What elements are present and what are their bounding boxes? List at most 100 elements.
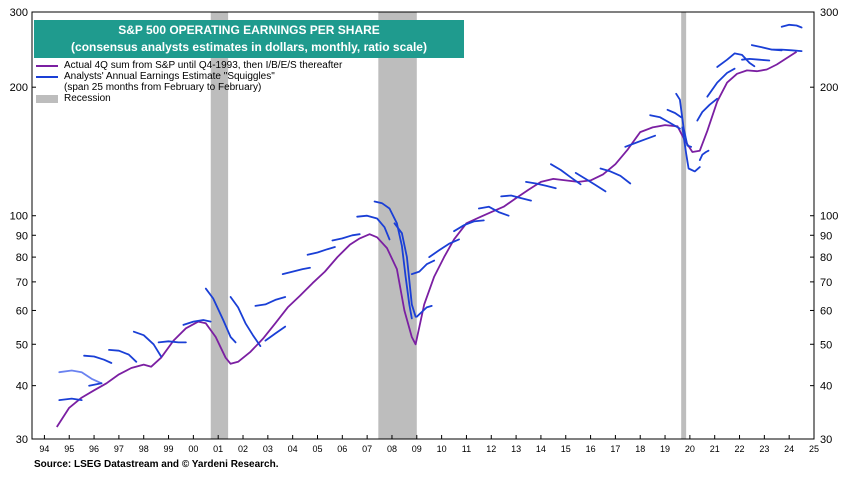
y-tick-label-right: 50 bbox=[820, 339, 832, 351]
x-tick-label: 19 bbox=[660, 444, 670, 454]
estimate-squiggle bbox=[393, 222, 417, 318]
legend-label: (span 25 months from February to Februar… bbox=[64, 82, 262, 93]
x-tick-label: 25 bbox=[809, 444, 819, 454]
y-tick-label-left: 60 bbox=[16, 305, 28, 317]
y-tick-label-left: 80 bbox=[16, 252, 28, 264]
estimate-squiggle bbox=[306, 246, 336, 256]
estimate-squiggle bbox=[264, 325, 287, 342]
y-tick-label-left: 300 bbox=[10, 7, 28, 19]
x-tick-label: 13 bbox=[511, 444, 521, 454]
y-tick-label-left: 70 bbox=[16, 277, 28, 289]
x-tick-label: 97 bbox=[114, 444, 124, 454]
y-tick-label-right: 200 bbox=[820, 82, 838, 94]
x-tick-label: 24 bbox=[784, 444, 794, 454]
x-tick-label: 08 bbox=[387, 444, 397, 454]
estimate-squiggle bbox=[281, 266, 311, 276]
x-tick-label: 12 bbox=[486, 444, 496, 454]
y-tick-label-right: 60 bbox=[820, 305, 832, 317]
legend-item: Recession bbox=[34, 93, 404, 104]
estimate-squiggle bbox=[58, 397, 83, 402]
legend-label: Actual 4Q sum from S&P until Q4-1993, th… bbox=[64, 60, 343, 71]
legend-text: Recession bbox=[64, 93, 111, 104]
estimate-squiggle bbox=[157, 340, 187, 344]
x-tick-label: 07 bbox=[362, 444, 372, 454]
recession-band bbox=[681, 12, 687, 439]
x-tick-label: 11 bbox=[462, 444, 471, 454]
legend-item: Analysts' Annual Earnings Estimate "Squi… bbox=[34, 71, 404, 93]
y-tick-label-left: 100 bbox=[10, 211, 28, 223]
estimate-squiggle bbox=[88, 382, 103, 387]
estimate-squiggle bbox=[254, 296, 287, 307]
estimate-squiggle bbox=[706, 67, 736, 98]
x-tick-label: 10 bbox=[437, 444, 447, 454]
x-tick-label: 20 bbox=[685, 444, 695, 454]
estimate-squiggle bbox=[229, 296, 262, 348]
estimate-squiggle bbox=[649, 114, 681, 130]
estimate-squiggle bbox=[716, 52, 756, 68]
recession-band bbox=[210, 12, 229, 439]
legend-swatch bbox=[34, 71, 60, 82]
chart-subtitle: (consensus analysts estimates in dollars… bbox=[71, 40, 427, 54]
x-tick-label: 16 bbox=[586, 444, 596, 454]
y-tick-label-left: 40 bbox=[16, 381, 28, 393]
chart-title: S&P 500 OPERATING EARNINGS PER SHARE bbox=[118, 23, 380, 37]
estimate-squiggle bbox=[599, 167, 632, 185]
estimate-squiggle bbox=[108, 348, 138, 363]
estimate-squiggle bbox=[132, 330, 163, 358]
y-tick-label-right: 70 bbox=[820, 277, 832, 289]
y-tick-label-right: 80 bbox=[820, 252, 832, 264]
x-tick-label: 14 bbox=[536, 444, 546, 454]
y-tick-label-right: 90 bbox=[820, 230, 832, 242]
estimate-squiggle bbox=[696, 97, 719, 122]
estimate-squiggle bbox=[741, 58, 771, 62]
estimate-squiggle bbox=[415, 304, 433, 318]
legend-text: Analysts' Annual Earnings Estimate "Squi… bbox=[64, 71, 275, 93]
y-tick-label-left: 200 bbox=[10, 82, 28, 94]
y-axis: 30 30 40 40 50 50 60 60 70 70 80 80 90 90 100 100 200 200… bbox=[10, 7, 839, 446]
y-tick-label-left: 30 bbox=[16, 434, 28, 446]
estimate-squiggle bbox=[666, 108, 683, 119]
x-tick-label: 98 bbox=[139, 444, 149, 454]
x-tick-label: 02 bbox=[238, 444, 248, 454]
y-tick-label-right: 30 bbox=[820, 434, 832, 446]
x-tick-label: 23 bbox=[759, 444, 769, 454]
estimate-squiggle bbox=[574, 171, 607, 193]
x-tick-label: 05 bbox=[312, 444, 322, 454]
x-tick-label: 17 bbox=[610, 444, 620, 454]
estimate-squiggle bbox=[453, 219, 485, 233]
estimate-squiggle bbox=[681, 126, 701, 173]
estimate-squiggle bbox=[331, 233, 361, 242]
chart-title-box: S&P 500 OPERATING EARNINGS PER SHARE (co… bbox=[34, 20, 464, 58]
legend-swatch bbox=[34, 60, 60, 71]
x-tick-label: 21 bbox=[710, 444, 720, 454]
y-tick-label-right: 300 bbox=[820, 7, 838, 19]
x-axis: 94 95 96 97 98 99 00 01 02 03 04 05 06 07 08 09 10 11 12 13… bbox=[39, 435, 819, 454]
x-tick-label: 99 bbox=[164, 444, 174, 454]
y-tick-label-right: 40 bbox=[820, 381, 832, 393]
x-tick-label: 01 bbox=[213, 444, 223, 454]
estimate-squiggle bbox=[356, 214, 391, 241]
estimate-squiggles-series bbox=[58, 23, 803, 402]
legend-text: Actual 4Q sum from S&P until Q4-1993, th… bbox=[64, 60, 342, 71]
x-tick-label: 04 bbox=[288, 444, 298, 454]
estimate-squiggle bbox=[780, 23, 803, 29]
estimate-squiggle bbox=[477, 205, 510, 217]
estimate-squiggle bbox=[770, 48, 803, 52]
x-tick-label: 22 bbox=[735, 444, 745, 454]
x-tick-label: 94 bbox=[39, 444, 49, 454]
estimate-squiggle bbox=[58, 369, 103, 385]
estimate-squiggle bbox=[624, 134, 656, 148]
x-tick-label: 06 bbox=[337, 444, 347, 454]
x-tick-label: 95 bbox=[64, 444, 74, 454]
y-tick-label-left: 50 bbox=[16, 339, 28, 351]
estimate-squiggle bbox=[182, 319, 212, 326]
x-tick-label: 15 bbox=[561, 444, 571, 454]
plot-frame bbox=[31, 11, 815, 440]
estimate-squiggle bbox=[675, 92, 692, 148]
estimate-squiggle bbox=[204, 287, 237, 344]
source-note: Source: LSEG Datastream and © Yardeni Re… bbox=[34, 459, 279, 470]
legend-label: Recession bbox=[64, 93, 111, 104]
estimate-squiggle bbox=[428, 238, 460, 259]
